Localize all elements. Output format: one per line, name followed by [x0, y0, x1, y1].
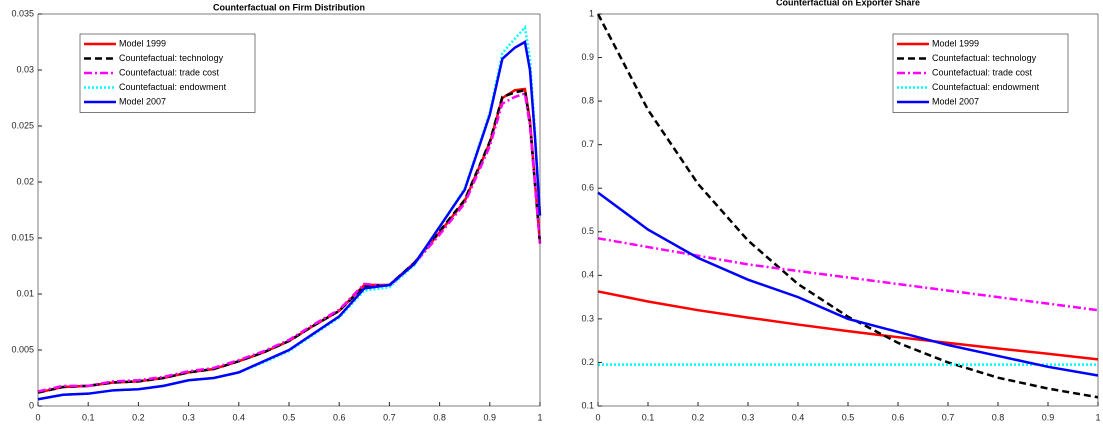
legend-box: [79, 33, 256, 113]
axes-box: [37, 13, 541, 407]
legend-label: Model 1999: [119, 38, 166, 48]
y-tick-label: 0.035: [11, 8, 34, 18]
y-tick-label: 0.015: [11, 232, 34, 242]
x-tick-label: 0.6: [892, 412, 905, 422]
legend-label: Model 2007: [932, 96, 979, 106]
x-tick-label: 0: [35, 412, 40, 422]
series-line: [597, 290, 1099, 361]
legend-label: Model 2007: [119, 96, 166, 106]
axes-box: [597, 13, 1099, 407]
y-tick-label: 0: [29, 400, 34, 410]
chart-title: Counterfactual on Exporter Share: [776, 0, 920, 7]
x-tick-label: 0.8: [992, 412, 1005, 422]
x-tick-label: 0.5: [842, 412, 855, 422]
series-line: [597, 237, 1099, 312]
x-tick-label: 0.4: [233, 412, 246, 422]
y-tick-label: 0.005: [11, 344, 34, 354]
y-tick-label: 0.6: [581, 183, 594, 193]
x-tick-label: 0.5: [283, 412, 296, 422]
series-line: [37, 40, 542, 401]
x-tick-label: 1: [1095, 412, 1100, 422]
series-line: [37, 91, 542, 393]
y-tick-label: 0.5: [581, 226, 594, 236]
x-tick-label: 0.7: [942, 412, 955, 422]
x-tick-label: 0.9: [1042, 412, 1055, 422]
series-line: [596, 13, 1099, 399]
y-tick-label: 0.03: [16, 64, 34, 74]
legend-label: Countefactual: endowment: [119, 82, 227, 92]
y-tick-label: 1: [589, 8, 594, 18]
x-tick-label: 0.8: [433, 412, 446, 422]
legend-box: [892, 33, 1069, 113]
x-tick-label: 0.1: [82, 412, 95, 422]
y-tick-label: 0.02: [16, 176, 34, 186]
x-tick-label: 0.3: [742, 412, 755, 422]
y-tick-label: 0.2: [581, 357, 594, 367]
y-tick-label: 0.3: [581, 313, 594, 323]
x-tick-label: 1: [537, 412, 542, 422]
legend-label: Model 1999: [932, 38, 979, 48]
x-tick-label: 0.9: [484, 412, 497, 422]
x-tick-label: 0.2: [692, 412, 705, 422]
y-tick-label: 0.4: [581, 270, 594, 280]
x-tick-label: 0.1: [642, 412, 655, 422]
x-tick-label: 0.7: [383, 412, 396, 422]
chart-title: Counterfactual on Firm Distribution: [213, 2, 365, 12]
x-tick-label: 0.4: [792, 412, 805, 422]
x-tick-label: 0: [595, 412, 600, 422]
y-tick-label: 0.01: [16, 288, 34, 298]
legend-label: Countefactual: technology: [932, 53, 1037, 63]
x-tick-label: 0.3: [182, 412, 195, 422]
legend-label: Countefactual: endowment: [932, 82, 1040, 92]
legend-label: Countefactual: technology: [119, 53, 224, 63]
y-tick-label: 0.1: [581, 400, 594, 410]
series-line: [597, 191, 1099, 377]
y-tick-label: 0.8: [581, 95, 594, 105]
y-tick-label: 0.7: [581, 139, 594, 149]
y-tick-label: 0.9: [581, 52, 594, 62]
legend-label: Countefactual: trade cost: [932, 67, 1033, 77]
y-tick-label: 0.025: [11, 120, 34, 130]
x-tick-label: 0.6: [333, 412, 346, 422]
x-tick-label: 0.2: [132, 412, 145, 422]
legend-label: Countefactual: trade cost: [119, 67, 220, 77]
